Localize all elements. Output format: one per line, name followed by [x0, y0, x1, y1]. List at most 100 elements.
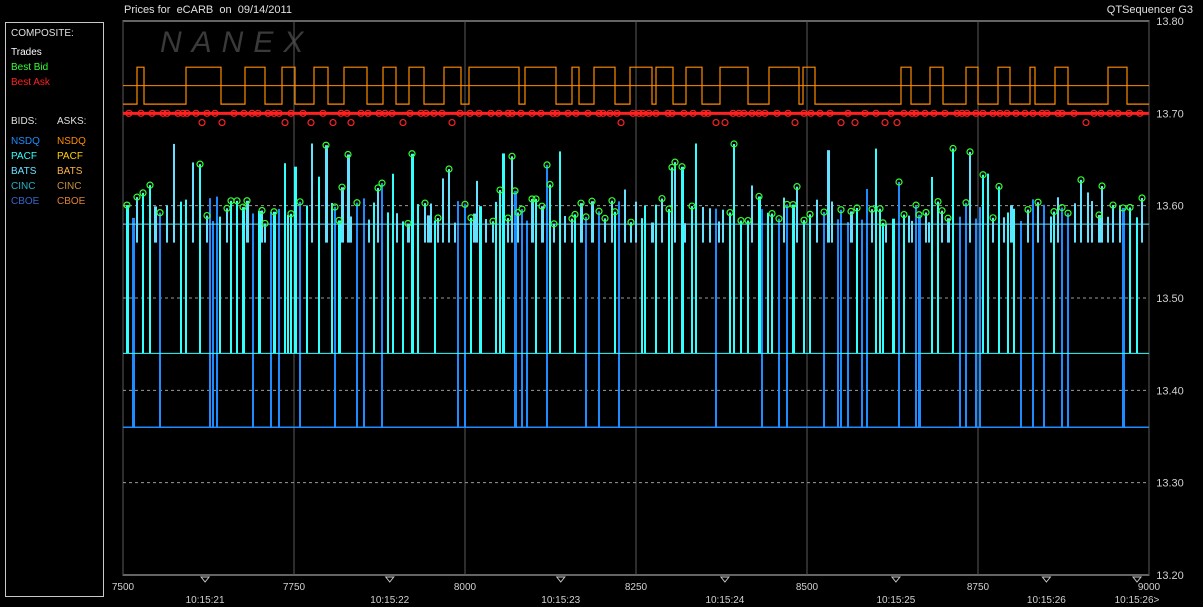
bid-quote-bar: [671, 167, 673, 354]
bid-quote-bar: [209, 198, 211, 428]
bid-quote-bar: [261, 210, 263, 243]
nsdq-ask-trace: [123, 66, 1149, 105]
best-bid-marker: [678, 163, 686, 171]
bid-quote-bar: [347, 154, 350, 243]
x-tick-label: 7750: [283, 582, 306, 593]
best-bid-marker: [601, 214, 609, 222]
bid-quote-bar: [911, 220, 913, 243]
best-ask-marker: [664, 109, 672, 117]
best-ask-marker: [700, 109, 708, 117]
best-ask-marker: [254, 109, 262, 117]
best-bid-marker: [322, 141, 330, 149]
best-ask-marker: [1136, 109, 1144, 117]
bid-quote-bar: [624, 189, 626, 243]
time-tick-label: 10:15:26>: [1115, 595, 1160, 606]
bid-quote-bar: [216, 196, 218, 428]
y-axis: 13.80 13.70 13.60 13.50 13.40 13.30 13.20: [1156, 16, 1184, 582]
best-bid-marker: [518, 205, 526, 213]
bid-quote-bar: [903, 214, 905, 354]
best-bid-marker: [344, 150, 352, 159]
bid-quote-bar: [1129, 207, 1131, 354]
chart-title: Prices for eCARB on 09/14/2011: [124, 4, 292, 16]
best-bid-marker: [156, 209, 164, 217]
best-ask-marker: [430, 109, 438, 117]
bid-quote-bar: [492, 221, 494, 243]
best-ask-marker: [572, 109, 580, 117]
best-ask-marker: [179, 109, 187, 117]
best-ask-marker: [192, 109, 200, 117]
time-tick-label: 10:15:21: [186, 595, 225, 606]
bid-quote-bar: [546, 164, 548, 428]
y-tick-label: 13.70: [1156, 108, 1184, 120]
time-tick-marker: [1131, 576, 1143, 583]
bid-quote-bar: [517, 212, 519, 243]
best-bid-marker: [944, 214, 952, 222]
bid-quote-bar: [417, 204, 419, 354]
bid-quote-bar: [1067, 213, 1069, 428]
bid-quote-bar: [947, 218, 950, 243]
bid-quote-bar: [674, 162, 676, 243]
bid-quote-bar: [341, 187, 344, 243]
best-bid-marker: [726, 208, 734, 217]
best-ask-marker: [1054, 109, 1062, 117]
best-ask-marker: [537, 109, 545, 117]
bid-quote-bar: [514, 190, 517, 428]
best-ask-marker: [748, 109, 756, 117]
bid-quote-bar: [644, 205, 646, 354]
best-bid-marker: [755, 192, 763, 201]
bid-quote-bar: [270, 211, 272, 428]
best-bid-marker: [223, 204, 231, 212]
best-ask-marker: [735, 109, 743, 117]
bid-quote-bar: [641, 218, 643, 354]
best-ask-marker: [704, 109, 712, 117]
bid-quote-bar: [635, 201, 637, 243]
bid-quote-bar: [979, 207, 981, 428]
bid-quote-bar: [1087, 192, 1089, 243]
bid-quote-bar: [630, 222, 632, 243]
best-bid-marker: [1109, 201, 1117, 209]
bid-quote-bar: [959, 216, 961, 428]
bid-quote-bar: [479, 206, 482, 354]
best-bid-marker: [876, 205, 884, 213]
bid-quote-bar: [159, 212, 161, 428]
bid-quote-bar: [499, 190, 501, 354]
bid-quote-bar: [792, 204, 795, 354]
best-bid-marker: [912, 201, 920, 209]
best-bid-marker: [196, 160, 204, 168]
bid-quote-bar: [473, 213, 476, 243]
best-ask-marker: [912, 109, 920, 117]
bid-quote-bar: [618, 201, 620, 428]
best-ask-marker: [851, 118, 859, 127]
bid-quote-bar: [448, 169, 450, 243]
bid-quote-bar: [185, 199, 187, 354]
best-bid-marker: [434, 214, 442, 222]
asks-heading: ASKS:: [57, 116, 87, 127]
time-tick-marker: [200, 576, 211, 583]
best-ask-marker: [364, 109, 372, 117]
bid-quote-bar: [311, 143, 313, 243]
best-ask-marker: [900, 109, 908, 117]
bid-quote-bar: [908, 215, 910, 243]
best-ask-marker: [549, 109, 557, 117]
bid-series: [123, 143, 1149, 429]
y-tick-label: 13.20: [1156, 570, 1184, 582]
best-ask-marker: [680, 109, 688, 117]
bid-quote-bar: [1043, 204, 1045, 428]
best-ask-marker: [517, 109, 525, 117]
bid-quote-bar: [574, 214, 576, 354]
best-ask-marker: [689, 109, 697, 117]
best-ask-marker: [606, 109, 614, 117]
best-bid-marker: [837, 206, 845, 214]
best-bid-marker: [374, 184, 382, 192]
best-bid-marker: [261, 219, 269, 228]
best-bid-marker: [611, 208, 619, 216]
best-ask-marker: [881, 118, 889, 127]
best-ask-marker: [211, 109, 219, 117]
best-ask-marker: [712, 118, 720, 127]
y-tick-label: 13.40: [1156, 385, 1184, 397]
bid-quote-bar: [898, 181, 900, 428]
y-tick-label: 13.60: [1156, 201, 1184, 213]
best-ask-marker: [921, 109, 929, 117]
best-ask-marker: [826, 109, 834, 117]
best-ask-marker: [422, 109, 430, 117]
